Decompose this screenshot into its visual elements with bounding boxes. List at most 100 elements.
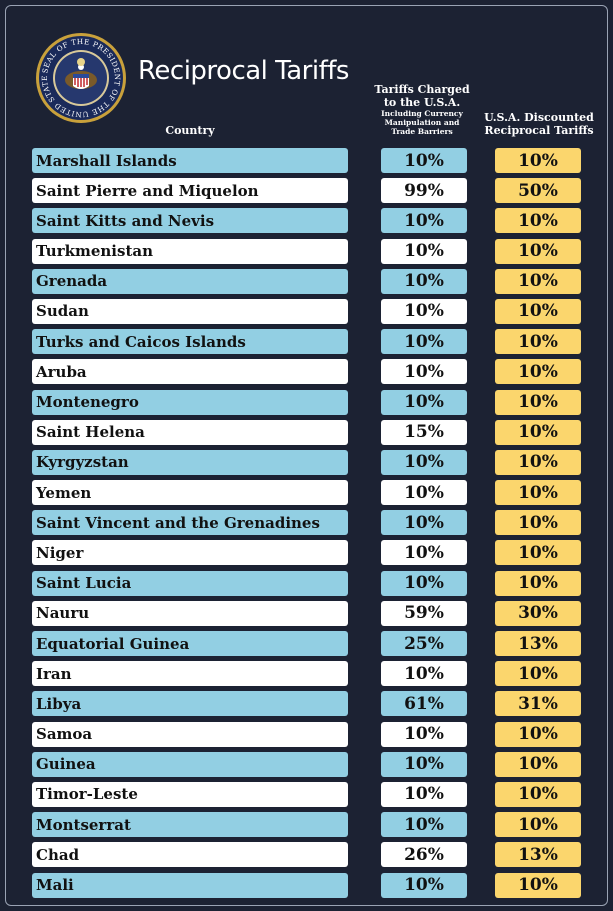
country-cell: Guinea — [32, 751, 348, 777]
charged-cell: 10% — [381, 812, 467, 838]
charged-cell: 10% — [381, 540, 467, 566]
table-row: Grenada 10% 10% — [0, 268, 613, 299]
charged-cell: 59% — [381, 600, 467, 626]
presidential-seal-icon: SEAL OF THE PRESIDENT OF THE UNITED STAT… — [35, 32, 126, 123]
country-cell: Libya — [32, 691, 348, 717]
discounted-cell: 10% — [495, 359, 581, 385]
country-cell: Niger — [32, 540, 348, 566]
discounted-cell: 10% — [495, 389, 581, 415]
country-cell: Sudan — [32, 298, 348, 324]
discounted-cell: 10% — [495, 449, 581, 475]
charged-cell: 99% — [381, 178, 467, 204]
discounted-cell: 13% — [495, 842, 581, 868]
discounted-cell: 10% — [495, 661, 581, 687]
table-row: Saint Kitts and Nevis 10% 10% — [0, 208, 613, 238]
discounted-cell: 10% — [495, 268, 581, 294]
country-cell: Equatorial Guinea — [32, 631, 348, 656]
table-row: Yemen 10% 10% — [0, 480, 613, 510]
charged-cell: 10% — [381, 298, 467, 324]
table-row: Saint Lucia 10% 10% — [0, 570, 613, 601]
table-row: Sudan 10% 10% — [0, 298, 613, 329]
charged-cell: 10% — [381, 268, 467, 294]
column-header-charged: Tariffs Charged to the U.S.A. — [374, 83, 470, 109]
table-row: Saint Vincent and the Grenadines 10% 10% — [0, 510, 613, 540]
table-row: Niger 10% 10% — [0, 540, 613, 570]
country-cell: Marshall Islands — [32, 148, 348, 173]
discounted-cell: 31% — [495, 691, 581, 717]
discounted-cell: 30% — [495, 600, 581, 626]
discounted-cell: 13% — [495, 631, 581, 656]
discounted-cell: 10% — [495, 872, 581, 898]
table-row: Libya 61% 31% — [0, 691, 613, 721]
table-row: Turks and Caicos Islands 10% 10% — [0, 329, 613, 359]
country-cell: Grenada — [32, 268, 348, 294]
column-header-discounted: U.S.A. Discounted Reciprocal Tariffs — [484, 111, 594, 137]
country-cell: Yemen — [32, 480, 348, 506]
discounted-cell: 10% — [495, 238, 581, 264]
charged-cell: 10% — [381, 359, 467, 385]
country-cell: Saint Helena — [32, 419, 348, 445]
country-cell: Timor-Leste — [32, 781, 348, 807]
charged-cell: 10% — [381, 570, 467, 596]
country-cell: Mali — [32, 872, 348, 898]
charged-cell: 10% — [381, 480, 467, 506]
charged-cell: 61% — [381, 691, 467, 717]
charged-cell: 10% — [381, 148, 467, 173]
country-cell: Turkmenistan — [32, 238, 348, 264]
country-cell: Turks and Caicos Islands — [32, 329, 348, 355]
country-cell: Saint Vincent and the Grenadines — [32, 510, 348, 536]
charged-cell: 26% — [381, 842, 467, 868]
table-row: Saint Pierre and Miquelon 99% 50% — [0, 178, 613, 208]
country-cell: Kyrgyzstan — [32, 449, 348, 475]
charged-cell: 10% — [381, 449, 467, 475]
country-cell: Chad — [32, 842, 348, 868]
discounted-cell: 10% — [495, 540, 581, 566]
charged-cell: 10% — [381, 781, 467, 807]
country-cell: Saint Lucia — [32, 570, 348, 596]
charged-cell: 10% — [381, 329, 467, 355]
discounted-cell: 10% — [495, 329, 581, 355]
discounted-cell: 10% — [495, 781, 581, 807]
charged-cell: 10% — [381, 661, 467, 687]
table-row: Turkmenistan 10% 10% — [0, 238, 613, 269]
charged-cell: 10% — [381, 751, 467, 777]
country-cell: Samoa — [32, 721, 348, 747]
charged-cell: 10% — [381, 208, 467, 234]
table-row: Equatorial Guinea 25% 13% — [0, 631, 613, 661]
table-row: Marshall Islands 10% 10% — [0, 148, 613, 178]
table-row: Guinea 10% 10% — [0, 751, 613, 782]
table-row: Aruba 10% 10% — [0, 359, 613, 389]
column-header-charged-subtitle: Including Currency Manipulation and Trad… — [381, 109, 463, 136]
discounted-cell: 10% — [495, 510, 581, 536]
table-row: Montenegro 10% 10% — [0, 389, 613, 420]
table-row: Nauru 59% 30% — [0, 600, 613, 631]
discounted-cell: 10% — [495, 480, 581, 506]
column-header-country: Country — [165, 124, 215, 137]
discounted-cell: 10% — [495, 751, 581, 777]
charged-cell: 10% — [381, 510, 467, 536]
discounted-cell: 50% — [495, 178, 581, 204]
page-title: Reciprocal Tariffs — [138, 56, 349, 86]
table-row: Saint Helena 15% 10% — [0, 419, 613, 450]
charged-cell: 10% — [381, 389, 467, 415]
country-cell: Nauru — [32, 600, 348, 626]
charged-cell: 15% — [381, 419, 467, 445]
table-row: Mali 10% 10% — [0, 872, 613, 903]
charged-cell: 10% — [381, 238, 467, 264]
table-row: Montserrat 10% 10% — [0, 812, 613, 842]
country-cell: Aruba — [32, 359, 348, 385]
charged-cell: 10% — [381, 872, 467, 898]
charged-cell: 10% — [381, 721, 467, 747]
table-row: Timor-Leste 10% 10% — [0, 781, 613, 812]
table-row: Chad 26% 13% — [0, 842, 613, 872]
discounted-cell: 10% — [495, 812, 581, 838]
table-row: Samoa 10% 10% — [0, 721, 613, 752]
country-cell: Saint Pierre and Miquelon — [32, 178, 348, 204]
country-cell: Iran — [32, 661, 348, 687]
discounted-cell: 10% — [495, 148, 581, 173]
country-cell: Montenegro — [32, 389, 348, 415]
discounted-cell: 10% — [495, 298, 581, 324]
discounted-cell: 10% — [495, 721, 581, 747]
table-row: Kyrgyzstan 10% 10% — [0, 449, 613, 480]
discounted-cell: 10% — [495, 570, 581, 596]
